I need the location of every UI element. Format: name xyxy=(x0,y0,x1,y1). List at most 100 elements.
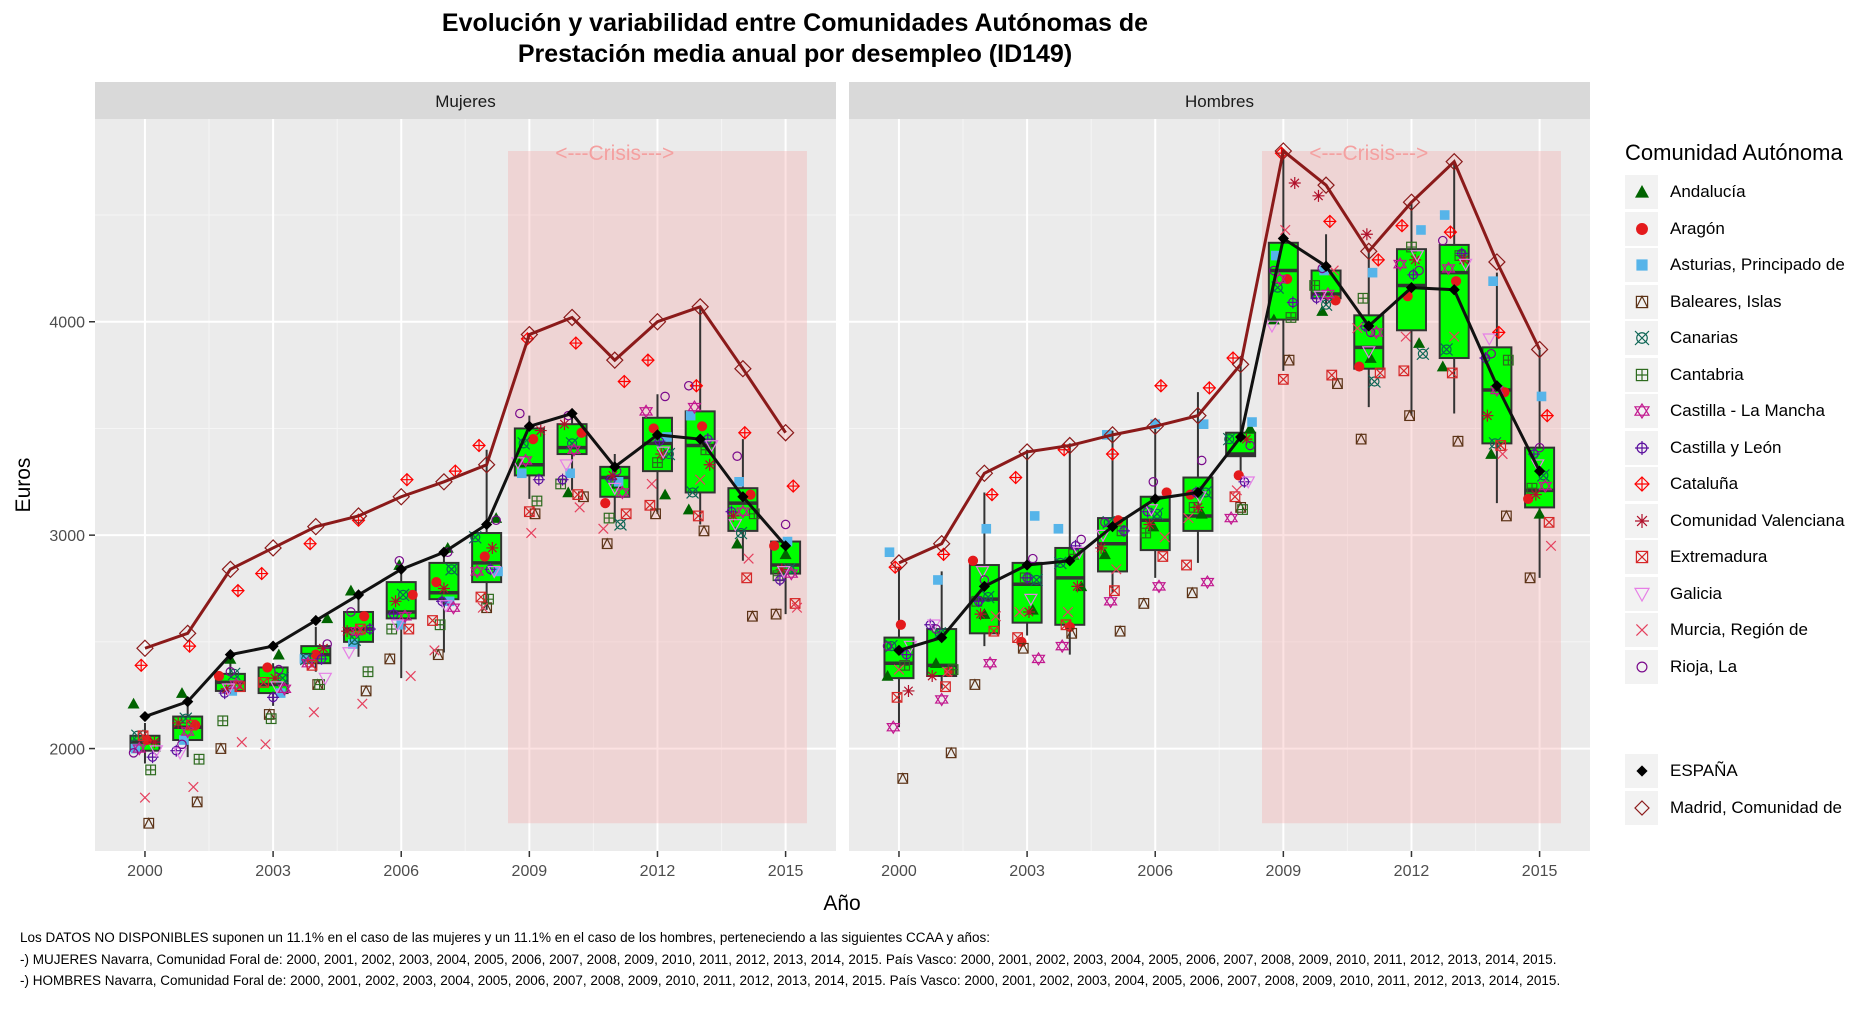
diamond-shape xyxy=(651,429,664,441)
triangle-down-shape xyxy=(470,567,485,579)
point-comunidad-valenciana xyxy=(974,608,987,621)
diamond-shape xyxy=(1021,559,1033,571)
point-baleares-islas xyxy=(1283,354,1295,366)
x-shape xyxy=(1634,330,1649,346)
diamond-shape xyxy=(1530,340,1549,359)
x-shape xyxy=(891,692,903,703)
point-rioja-la xyxy=(1076,534,1087,545)
triangle-shape xyxy=(341,647,357,660)
legend-label: Cantabria xyxy=(1670,364,1744,384)
plus-shape xyxy=(738,426,751,439)
triangle-shape xyxy=(1066,627,1078,639)
circle-shape xyxy=(1369,376,1380,387)
point-andaluc-a xyxy=(272,648,285,660)
point-comunidad-valenciana xyxy=(902,684,915,697)
circle-shape xyxy=(1027,553,1038,564)
x-shape xyxy=(396,588,410,602)
point-canarias xyxy=(1319,298,1333,312)
legend-marker xyxy=(1634,330,1649,346)
plus-shape xyxy=(386,624,397,634)
plus-shape xyxy=(484,563,497,576)
espana-point xyxy=(1235,431,1247,443)
diamond-shape xyxy=(1106,521,1119,533)
asterisk-shape xyxy=(1095,541,1108,554)
triangle-shape xyxy=(659,488,672,500)
x-shape xyxy=(1495,440,1506,451)
triangle-shape xyxy=(1114,625,1126,637)
point-castilla-la-mancha xyxy=(1272,271,1287,287)
asterisk-shape xyxy=(926,670,939,683)
triangle-up-shape xyxy=(132,741,147,753)
point-rioja-la xyxy=(128,748,139,758)
x-shape xyxy=(620,508,632,520)
point-andaluc-a xyxy=(1098,548,1111,560)
diamond-shape xyxy=(648,312,667,331)
x-shape xyxy=(445,562,458,576)
point-castilla-la-mancha xyxy=(615,485,630,500)
point-rioja-la xyxy=(1534,442,1545,453)
point-comunidad-valenciana xyxy=(606,469,619,482)
point-murcia-regi-n-de xyxy=(1159,532,1170,543)
circle-shape xyxy=(1233,470,1244,481)
square-shape xyxy=(258,677,269,688)
asterisk-shape xyxy=(606,469,619,482)
x-shape xyxy=(308,707,320,718)
point-asturias-principado-de xyxy=(1247,417,1257,427)
diamond-shape xyxy=(136,639,154,658)
point-cantabria xyxy=(1309,280,1321,291)
crisis-label: <---Crisis---> xyxy=(555,142,674,165)
point-comunidad-valenciana xyxy=(437,582,450,595)
plus-shape xyxy=(569,337,582,350)
plus-shape xyxy=(183,640,196,653)
x-shape xyxy=(357,698,368,709)
point-arag-n xyxy=(1523,493,1534,504)
point-rioja-la xyxy=(1100,517,1110,528)
square-shape xyxy=(981,523,992,534)
legend-marker xyxy=(1634,513,1649,528)
square-shape xyxy=(475,591,487,603)
point-catalu-a xyxy=(134,658,149,673)
triangle-shape xyxy=(215,742,227,754)
legend-symbol-icon xyxy=(1634,185,1649,198)
diamond-shape xyxy=(221,560,240,579)
legend-label: Galicia xyxy=(1670,583,1722,603)
point-arag-n xyxy=(359,611,370,622)
legend-label: Murcia, Región de xyxy=(1670,620,1808,640)
legend-key xyxy=(1625,503,1658,538)
triangle-down-shape xyxy=(983,658,998,671)
madrid-line xyxy=(144,305,787,650)
point-comunidad-valenciana xyxy=(486,541,499,554)
x-tick-label: 2003 xyxy=(255,863,291,880)
point-baleares-islas xyxy=(384,652,396,665)
x-shape xyxy=(475,591,487,603)
point-comunidad-valenciana xyxy=(1360,228,1373,241)
madrid-point xyxy=(1103,425,1122,444)
triangle-shape xyxy=(559,459,574,472)
legend-item: Castilla - La Mancha xyxy=(1625,393,1845,430)
point-extremadura xyxy=(620,508,632,520)
asterisk-shape xyxy=(775,563,788,576)
point-extremadura xyxy=(186,719,197,731)
point-catalu-a xyxy=(1540,408,1555,423)
x-shape xyxy=(427,615,438,626)
point-galicia xyxy=(438,600,453,613)
x-shape xyxy=(1222,432,1236,446)
legend-label: Andalucía xyxy=(1670,182,1746,202)
espana-point xyxy=(438,546,450,558)
point-murcia-regi-n-de xyxy=(990,611,1002,622)
point-cantabria xyxy=(899,659,911,671)
point-baleares-islas xyxy=(1355,432,1367,445)
point-comunidad-valenciana xyxy=(1023,605,1035,618)
point-murcia-regi-n-de xyxy=(1448,331,1460,342)
point-comunidad-valenciana xyxy=(1191,501,1204,514)
point-baleares-islas xyxy=(770,607,782,620)
plus-shape xyxy=(1395,219,1408,232)
legend-marker xyxy=(1633,799,1650,816)
triangle-shape xyxy=(1533,507,1546,519)
diamond-shape xyxy=(1320,260,1332,272)
espana-point xyxy=(1064,555,1076,567)
espana-point xyxy=(523,420,535,432)
point-arag-n xyxy=(528,434,539,445)
circle-shape xyxy=(882,641,893,651)
point-extremadura xyxy=(988,625,1000,637)
